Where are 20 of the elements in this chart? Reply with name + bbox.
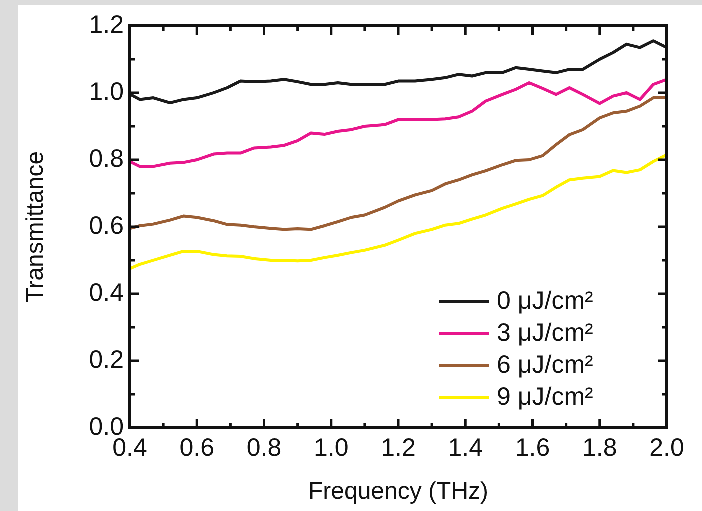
y-tick-label: 0.4 <box>89 278 124 307</box>
y-axis-title: Transmittance <box>22 151 50 303</box>
y-tick-label: 0.2 <box>89 346 124 374</box>
y-tick-label: 0.8 <box>89 144 124 173</box>
legend-label: 6 μJ/cm² <box>497 350 594 379</box>
x-tick-label: 1.2 <box>381 434 416 462</box>
y-tick-label: 1.2 <box>89 10 124 39</box>
legend-label: 9 μJ/cm² <box>497 382 594 411</box>
x-tick-label: 2.0 <box>650 434 684 462</box>
legend-label: 3 μJ/cm² <box>497 318 594 347</box>
x-tick-label: 0.8 <box>246 434 282 462</box>
x-tick-label: 0.6 <box>180 434 215 462</box>
x-tick-label: 1.0 <box>314 434 349 462</box>
x-tick-label: 1.6 <box>515 434 550 462</box>
y-tick-label: 0.6 <box>89 212 124 240</box>
legend-label: 0 μJ/cm² <box>497 286 594 315</box>
x-tick-label: 1.8 <box>582 434 618 462</box>
y-tick-label: 1.0 <box>89 78 124 106</box>
x-axis-title: Frequency (THz) <box>308 478 489 506</box>
x-tick-label: 1.4 <box>448 434 484 462</box>
